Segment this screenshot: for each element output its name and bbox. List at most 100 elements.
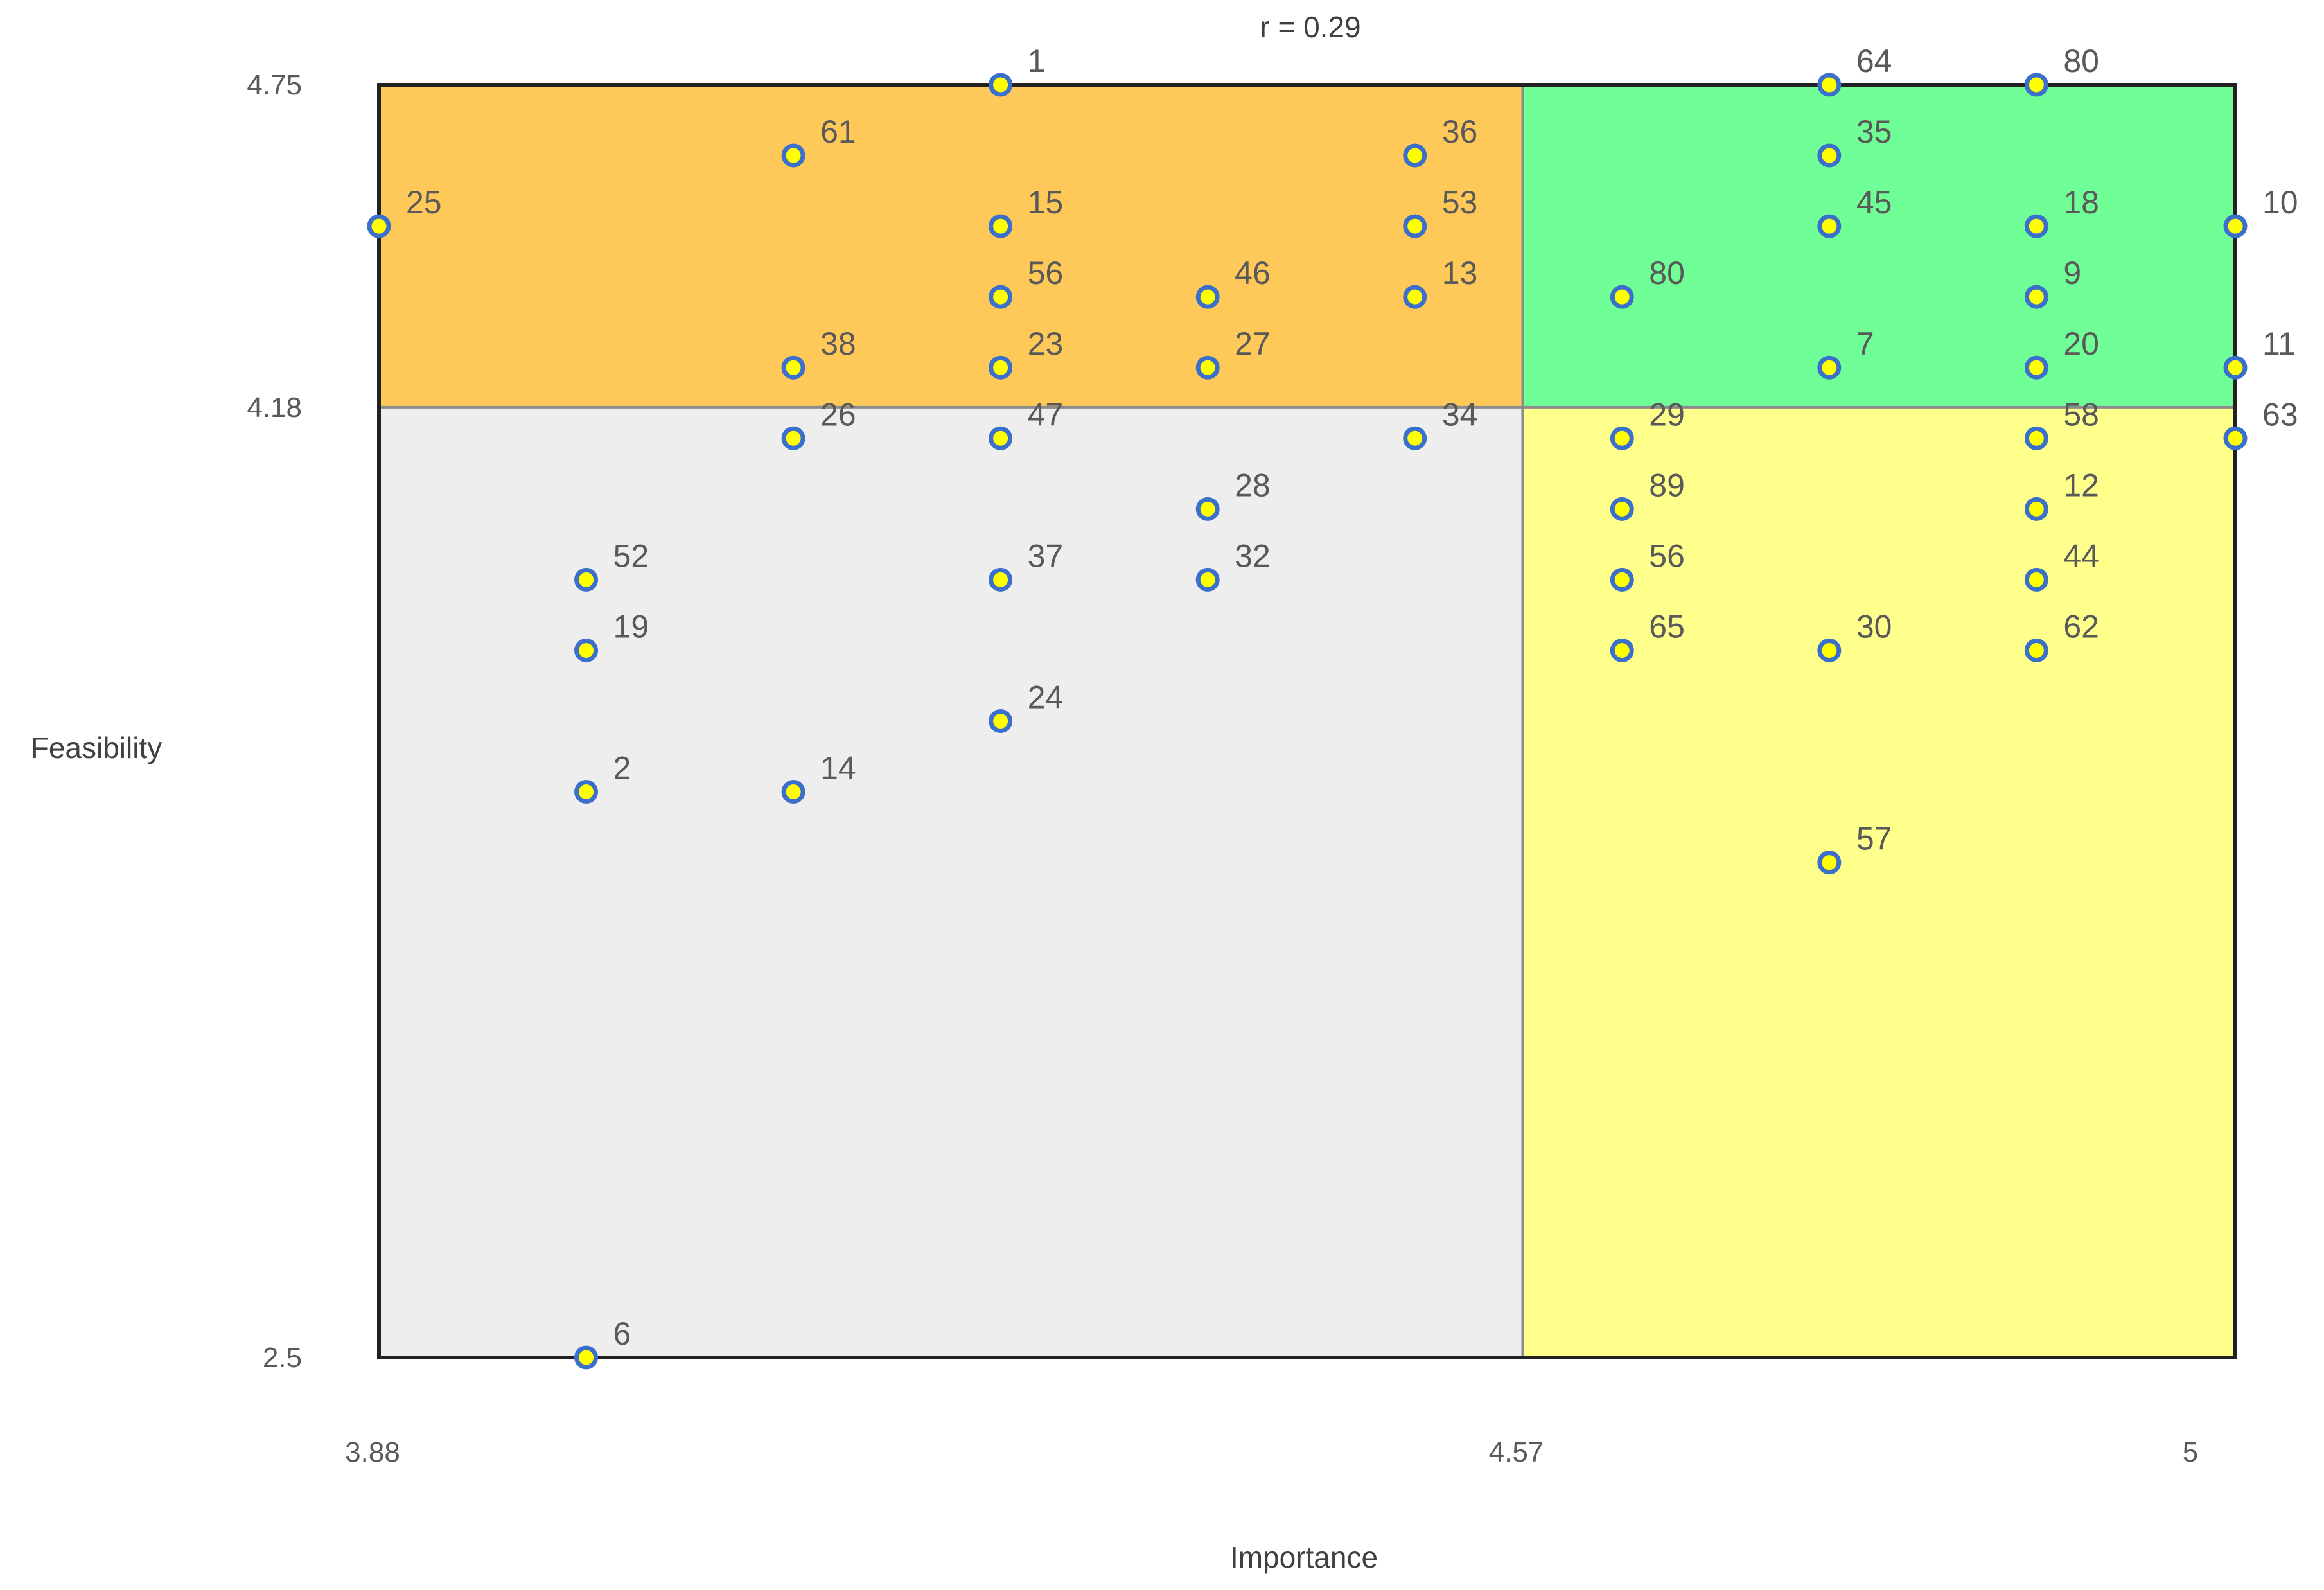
- data-point: 25: [367, 184, 442, 238]
- data-point-label: 6: [613, 1316, 631, 1352]
- data-point-label: 35: [1856, 114, 1892, 150]
- data-point-label: 89: [1649, 467, 1685, 503]
- data-point: 11: [2223, 326, 2296, 380]
- data-point: 29: [1610, 396, 1685, 450]
- data-point-marker: [574, 638, 599, 662]
- data-point: 28: [1195, 467, 1271, 521]
- quadrant-high-importance-high-feasibility: [1522, 85, 2235, 407]
- data-point-marker: [2024, 214, 2048, 238]
- data-point: 45: [1817, 184, 1892, 238]
- data-point: 24: [989, 680, 1063, 733]
- data-point: 80: [2024, 43, 2099, 97]
- data-point-marker: [781, 355, 805, 380]
- data-point: 34: [1403, 396, 1478, 450]
- data-point: 47: [989, 396, 1064, 450]
- x-axis-title: Importance: [1230, 1541, 1378, 1574]
- data-point-label: 2: [613, 750, 631, 786]
- data-point-marker: [989, 355, 1013, 380]
- data-point-label: 20: [2063, 326, 2099, 362]
- data-point-label: 29: [1649, 396, 1685, 432]
- data-point-marker: [1610, 285, 1634, 309]
- data-point-marker: [781, 143, 805, 168]
- data-point-marker: [2223, 355, 2248, 380]
- data-point-marker: [574, 780, 599, 804]
- data-point-label: 44: [2063, 538, 2099, 574]
- data-point: 7: [1817, 326, 1874, 380]
- data-point-label: 10: [2262, 184, 2298, 220]
- data-point: 52: [574, 538, 649, 592]
- data-points: 1 64 80 61 36 35 25 15 53 45 18 10 56 46 13 80 9 38 23 27 7 2…: [367, 43, 2298, 1370]
- data-point-label: 1: [1028, 43, 1046, 79]
- data-point: 18: [2024, 184, 2099, 238]
- data-point-marker: [1403, 426, 1427, 450]
- data-point: 56: [1610, 538, 1685, 592]
- data-point-label: 36: [1442, 114, 1478, 150]
- data-point-marker: [1817, 214, 1842, 238]
- data-point: 6: [574, 1316, 631, 1370]
- x-tick-label: 5: [2183, 1436, 2198, 1468]
- data-point-marker: [781, 426, 805, 450]
- data-point-label: 34: [1442, 396, 1478, 432]
- data-point-marker: [1610, 567, 1634, 592]
- data-point: 35: [1817, 114, 1892, 168]
- chart-title: r = 0.29: [1260, 10, 1360, 44]
- data-point-label: 80: [2063, 43, 2099, 79]
- data-point: 26: [781, 396, 856, 450]
- data-point-marker: [989, 567, 1013, 592]
- data-point: 2: [574, 750, 631, 804]
- data-point-label: 25: [406, 184, 442, 220]
- data-point-label: 53: [1442, 184, 1478, 220]
- data-point-label: 64: [1856, 43, 1892, 79]
- y-tick-label: 2.5: [263, 1342, 302, 1374]
- quadrant-low-importance-low-feasibility: [379, 407, 1523, 1358]
- data-point: 62: [2024, 608, 2099, 662]
- data-point: 12: [2024, 467, 2099, 521]
- data-point-marker: [989, 426, 1013, 450]
- data-point: 61: [781, 114, 856, 168]
- data-point-label: 45: [1856, 184, 1892, 220]
- quadrant-high-importance-low-feasibility: [1522, 407, 2235, 1358]
- data-point-label: 15: [1028, 184, 1064, 220]
- data-point-label: 80: [1649, 255, 1685, 291]
- data-point: 32: [1195, 538, 1271, 592]
- data-point: 38: [781, 326, 856, 380]
- data-point-label: 56: [1649, 538, 1685, 574]
- data-point-label: 9: [2063, 255, 2081, 291]
- quadrant-backgrounds: [379, 85, 2235, 1358]
- data-point-marker: [989, 73, 1013, 97]
- data-point: 58: [2024, 396, 2099, 450]
- data-point-marker: [2024, 426, 2048, 450]
- data-point: 1: [989, 43, 1046, 97]
- data-point-marker: [1195, 497, 1220, 521]
- data-point-marker: [989, 285, 1013, 309]
- data-point-marker: [1817, 638, 1842, 662]
- data-point: 89: [1610, 467, 1685, 521]
- data-point-marker: [1817, 851, 1842, 875]
- data-point-marker: [1403, 214, 1427, 238]
- data-point: 10: [2223, 184, 2298, 238]
- data-point-marker: [574, 1345, 599, 1370]
- data-point: 57: [1817, 821, 1892, 875]
- data-point: 65: [1610, 608, 1685, 662]
- data-point-marker: [2024, 285, 2048, 309]
- data-point: 56: [989, 255, 1063, 309]
- data-point-marker: [781, 780, 805, 804]
- plot-frame: [377, 83, 2237, 1359]
- data-point: 46: [1195, 255, 1271, 309]
- data-point-label: 46: [1235, 255, 1271, 291]
- data-point-marker: [2024, 638, 2048, 662]
- data-point-marker: [1610, 638, 1634, 662]
- data-point: 14: [781, 750, 856, 804]
- y-tick-label: 4.18: [247, 392, 302, 423]
- data-point-label: 57: [1856, 821, 1892, 857]
- data-point-label: 30: [1856, 608, 1892, 644]
- data-point: 9: [2024, 255, 2081, 309]
- data-point-label: 47: [1028, 396, 1064, 432]
- data-point: 53: [1403, 184, 1478, 238]
- data-point-label: 62: [2063, 608, 2099, 644]
- data-point: 44: [2024, 538, 2099, 592]
- data-point-label: 58: [2063, 396, 2099, 432]
- data-point-label: 12: [2063, 467, 2099, 503]
- data-point-marker: [1403, 285, 1427, 309]
- data-point-marker: [1817, 73, 1842, 97]
